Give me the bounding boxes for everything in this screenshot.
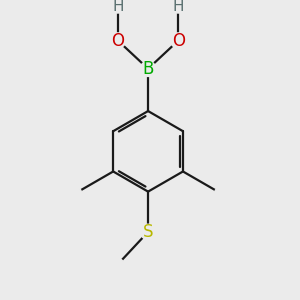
Text: O: O	[111, 32, 124, 50]
Ellipse shape	[172, 0, 185, 13]
Circle shape	[117, 259, 123, 265]
Text: O: O	[172, 32, 185, 50]
Circle shape	[75, 189, 81, 194]
Ellipse shape	[171, 33, 186, 48]
Text: H: H	[172, 0, 184, 14]
Ellipse shape	[140, 224, 156, 240]
Ellipse shape	[140, 61, 156, 76]
Circle shape	[215, 189, 221, 194]
Text: B: B	[142, 60, 154, 78]
Text: S: S	[143, 223, 153, 241]
Ellipse shape	[111, 0, 124, 13]
Ellipse shape	[110, 33, 125, 48]
Text: H: H	[112, 0, 124, 14]
